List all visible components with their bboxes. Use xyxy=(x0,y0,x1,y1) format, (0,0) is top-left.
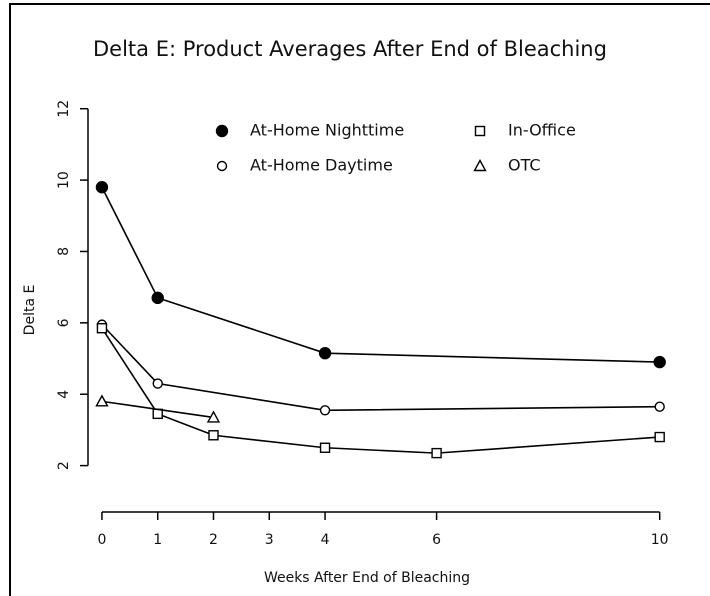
marker xyxy=(206,410,221,423)
marker xyxy=(319,442,331,453)
legend-label: OTC xyxy=(508,156,541,175)
marker xyxy=(96,322,108,334)
legend-marker xyxy=(474,125,486,137)
marker xyxy=(319,405,331,416)
marker xyxy=(653,355,666,369)
marker xyxy=(151,291,164,305)
x-tick-label: 10 xyxy=(651,532,669,548)
series-line xyxy=(101,324,660,412)
x-tick-label: 6 xyxy=(432,532,441,548)
x-axis-label: Weeks After End of Bleaching xyxy=(264,570,470,586)
legend-marker xyxy=(216,160,228,172)
series-line xyxy=(101,186,660,363)
frame xyxy=(9,3,710,596)
y-tick-label: 2 xyxy=(56,461,72,470)
y-tick-label: 10 xyxy=(56,171,72,189)
legend-marker xyxy=(473,159,487,172)
x-tick-label: 4 xyxy=(321,532,330,548)
y-tick-label: 6 xyxy=(56,318,72,327)
series-line xyxy=(101,400,214,419)
legend-label: In-Office xyxy=(508,121,576,140)
marker xyxy=(208,430,219,441)
chart-title: Delta E: Product Averages After End of B… xyxy=(93,37,607,61)
x-tick-label: 3 xyxy=(265,532,274,548)
marker xyxy=(654,401,665,412)
x-tick-label: 2 xyxy=(209,532,218,548)
marker xyxy=(152,408,163,420)
marker xyxy=(318,346,332,360)
y-axis-label: Delta E xyxy=(22,285,38,336)
x-tick-label: 0 xyxy=(97,532,106,548)
series-line xyxy=(101,327,660,454)
y-tick-label: 8 xyxy=(56,247,72,256)
legend-marker xyxy=(215,124,229,138)
marker xyxy=(431,447,442,459)
legend-label: At-Home Daytime xyxy=(250,156,393,175)
legend-label: At-Home Nighttime xyxy=(250,121,404,140)
y-tick-label: 4 xyxy=(56,390,72,399)
marker xyxy=(152,378,163,389)
x-tick-label: 1 xyxy=(153,532,162,548)
marker xyxy=(95,181,109,194)
y-tick-label: 12 xyxy=(56,100,72,118)
marker xyxy=(95,394,109,407)
marker xyxy=(654,431,665,443)
